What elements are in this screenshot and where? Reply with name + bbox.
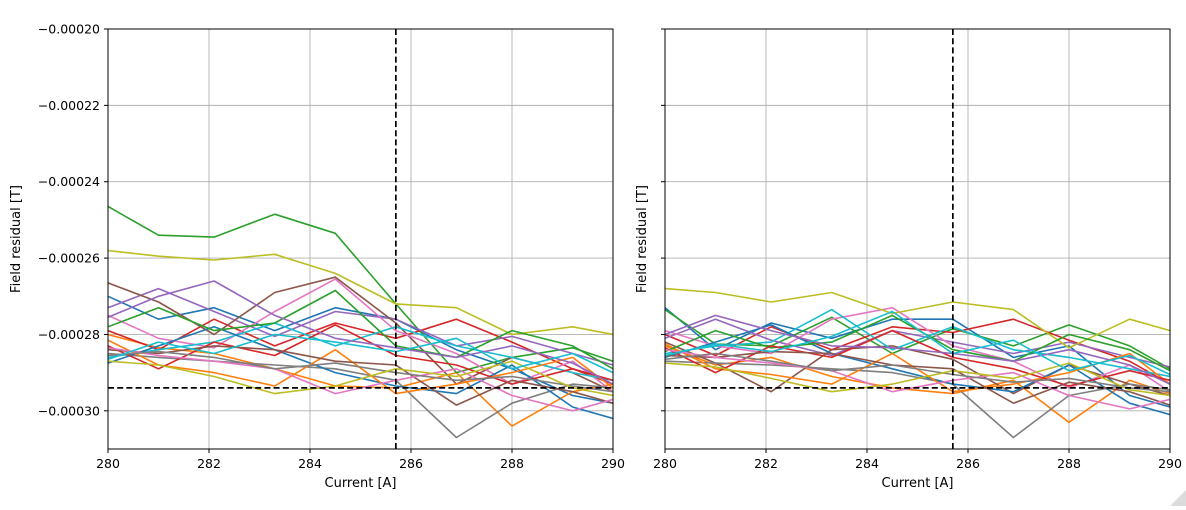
axes-spines <box>664 28 1171 450</box>
series-line-16 <box>108 347 613 412</box>
series-line-2 <box>665 308 1170 370</box>
series-line-3 <box>665 318 1170 385</box>
axes-spines <box>107 28 614 450</box>
x-tick-label: 282 <box>197 456 221 471</box>
x-tick-label: 286 <box>399 456 423 471</box>
series-line-8 <box>108 249 613 336</box>
series-line-6 <box>108 278 613 393</box>
series-line-11 <box>108 339 613 395</box>
panel-left: 280 282 284 286 288 290 −0.00020 −0.00022 −0.000… <box>9 22 625 492</box>
y-tick-label: −0.00026 <box>38 251 100 266</box>
series-line-4 <box>108 287 613 366</box>
series-line-0 <box>665 307 1170 408</box>
x-tick-label: 286 <box>956 456 980 471</box>
x-axis-label: Current [A] <box>882 476 954 491</box>
x-axis-label: Current [A] <box>325 476 397 491</box>
series-line-4 <box>665 318 1170 368</box>
series-line-14 <box>108 280 613 385</box>
resize-grip-icon[interactable] <box>1170 490 1186 506</box>
series-line-12 <box>108 289 613 370</box>
series-line-19 <box>108 333 613 374</box>
y-axis-label: Field residual [T] <box>635 185 650 293</box>
series-line-16 <box>665 348 1170 410</box>
series-line-8 <box>665 287 1170 349</box>
series-line-15 <box>665 350 1170 406</box>
y-tick-label: −0.00020 <box>38 22 100 37</box>
series-line-0 <box>108 295 613 404</box>
x-tick-label: 280 <box>96 456 120 471</box>
series-line-5 <box>665 341 1170 397</box>
y-tick-label: −0.00022 <box>38 98 100 113</box>
series-line-3 <box>108 318 613 385</box>
y-tick-label: −0.00028 <box>38 327 100 342</box>
y-axis-label: Field residual [T] <box>9 185 24 293</box>
series-line-13 <box>108 324 613 385</box>
x-tick-label: 290 <box>1158 456 1182 471</box>
x-tick-label: 290 <box>601 456 625 471</box>
series-group <box>108 205 613 439</box>
series-line-13 <box>665 329 1170 387</box>
series-group <box>665 287 1170 439</box>
x-tick-label: 288 <box>500 456 524 471</box>
x-tick-label: 284 <box>855 456 879 471</box>
y-tick-label: −0.00024 <box>38 174 100 189</box>
x-tick-label: 284 <box>298 456 322 471</box>
series-line-15 <box>108 345 613 406</box>
series-line-7 <box>108 352 613 439</box>
series-line-19 <box>665 310 1170 376</box>
series-line-17 <box>665 352 1170 393</box>
x-tick-label: 280 <box>653 456 677 471</box>
series-line-18 <box>108 360 613 397</box>
series-line-1 <box>665 345 1170 424</box>
series-line-2 <box>108 205 613 374</box>
series-line-7 <box>665 360 1170 439</box>
series-line-17 <box>108 350 613 393</box>
panel-right: 280 282 284 286 288 290 Current [A] Field resid… <box>635 28 1182 491</box>
series-line-10 <box>665 324 1170 416</box>
x-tick-label: 282 <box>754 456 778 471</box>
series-line-18 <box>665 362 1170 397</box>
x-tick-label: 288 <box>1057 456 1081 471</box>
series-line-14 <box>665 314 1170 385</box>
y-tick-label: −0.00030 <box>38 403 100 418</box>
